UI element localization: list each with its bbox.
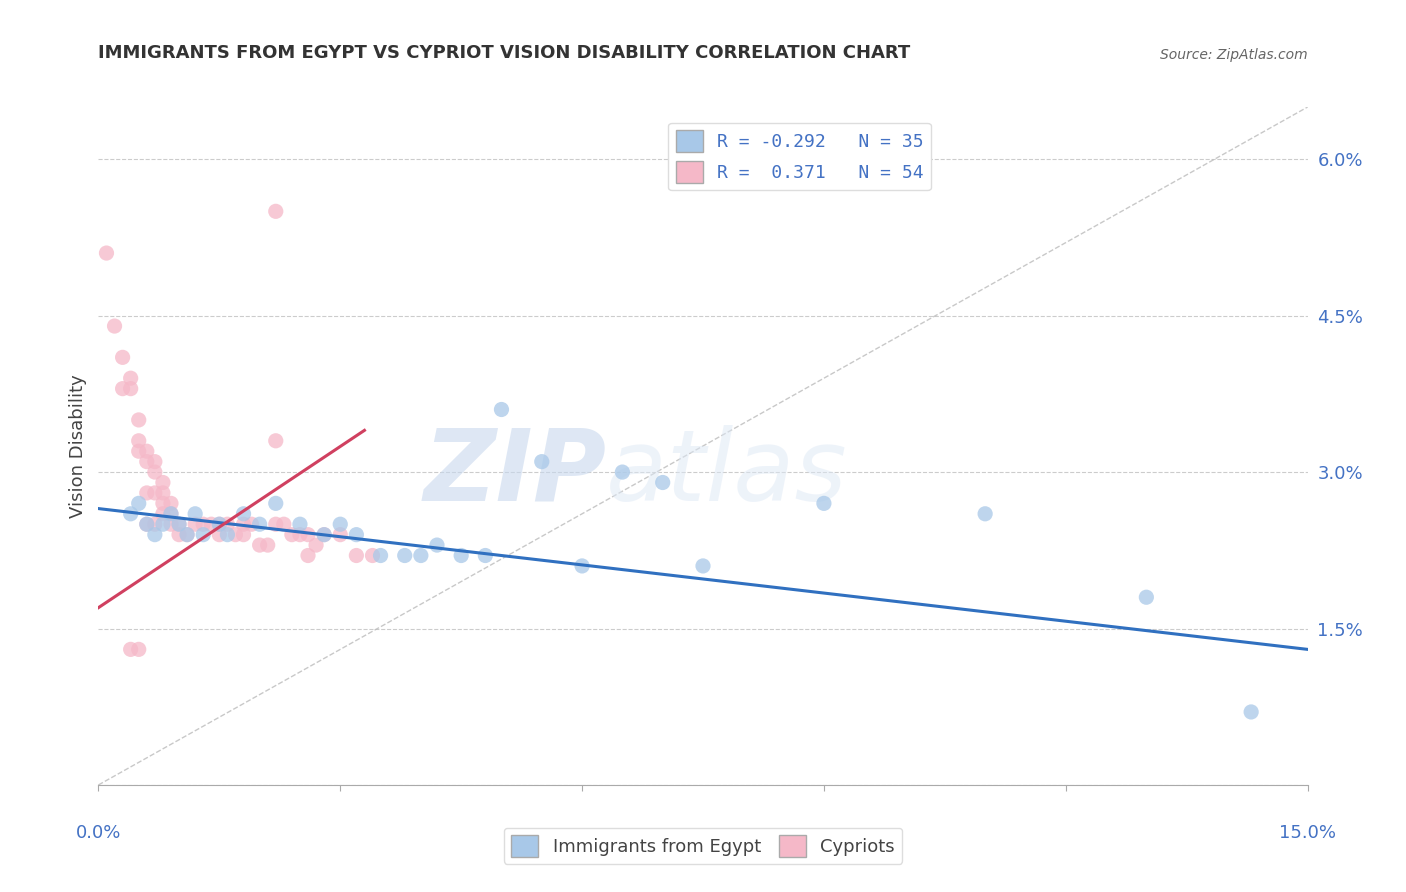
Point — [160, 517, 183, 532]
Point — [240, 517, 263, 532]
Point — [128, 434, 150, 448]
Point — [160, 496, 183, 510]
Text: IMMIGRANTS FROM EGYPT VS CYPRIOT VISION DISABILITY CORRELATION CHART: IMMIGRANTS FROM EGYPT VS CYPRIOT VISION … — [98, 45, 911, 62]
Point — [361, 549, 384, 563]
Point — [135, 486, 157, 500]
Point — [256, 538, 278, 552]
Text: atlas: atlas — [606, 425, 848, 522]
Point — [128, 444, 150, 458]
Point — [232, 517, 254, 532]
Point — [370, 549, 392, 563]
Point — [152, 496, 174, 510]
Point — [184, 517, 207, 532]
Point — [120, 371, 142, 385]
Point — [297, 549, 319, 563]
Point — [167, 527, 190, 541]
Point — [224, 527, 246, 541]
Point — [314, 527, 336, 541]
Point — [193, 527, 215, 541]
Point — [128, 642, 150, 657]
Point — [344, 549, 367, 563]
Point — [530, 455, 553, 469]
Point — [409, 549, 432, 563]
Point — [143, 486, 166, 500]
Legend: Immigrants from Egypt, Cypriots: Immigrants from Egypt, Cypriots — [503, 828, 903, 864]
Point — [217, 517, 239, 532]
Point — [264, 204, 287, 219]
Point — [103, 319, 125, 334]
Point — [200, 517, 222, 532]
Point — [167, 517, 190, 532]
Point — [143, 455, 166, 469]
Point — [167, 517, 190, 532]
Point — [344, 527, 367, 541]
Point — [135, 444, 157, 458]
Point — [314, 527, 336, 541]
Text: ZIP: ZIP — [423, 425, 606, 522]
Point — [217, 527, 239, 541]
Point — [305, 538, 328, 552]
Point — [111, 382, 134, 396]
Point — [329, 517, 352, 532]
Text: Source: ZipAtlas.com: Source: ZipAtlas.com — [1160, 48, 1308, 62]
Point — [176, 527, 198, 541]
Point — [152, 507, 174, 521]
Point — [193, 517, 215, 532]
Point — [264, 496, 287, 510]
Point — [208, 527, 231, 541]
Point — [329, 527, 352, 541]
Point — [232, 527, 254, 541]
Point — [135, 455, 157, 469]
Point — [249, 538, 271, 552]
Point — [120, 507, 142, 521]
Point — [96, 246, 118, 260]
Point — [120, 382, 142, 396]
Point — [152, 486, 174, 500]
Point — [813, 496, 835, 510]
Point — [264, 434, 287, 448]
Point — [394, 549, 416, 563]
Point — [152, 517, 174, 532]
Point — [281, 527, 304, 541]
Y-axis label: Vision Disability: Vision Disability — [69, 374, 87, 518]
Point — [273, 517, 295, 532]
Point — [135, 517, 157, 532]
Point — [135, 517, 157, 532]
Point — [692, 558, 714, 573]
Point — [232, 507, 254, 521]
Point — [208, 517, 231, 532]
Point — [1135, 591, 1157, 605]
Point — [208, 517, 231, 532]
Point — [143, 527, 166, 541]
Point — [974, 507, 997, 521]
Point — [474, 549, 496, 563]
Point — [491, 402, 513, 417]
Point — [571, 558, 593, 573]
Point — [450, 549, 472, 563]
Point — [111, 351, 134, 365]
Point — [176, 527, 198, 541]
Point — [249, 517, 271, 532]
Point — [426, 538, 449, 552]
Point — [297, 527, 319, 541]
Point — [152, 475, 174, 490]
Point — [612, 465, 634, 479]
Point — [1240, 705, 1263, 719]
Point — [651, 475, 673, 490]
Text: 15.0%: 15.0% — [1279, 824, 1336, 842]
Point — [288, 517, 311, 532]
Point — [143, 465, 166, 479]
Point — [288, 527, 311, 541]
Point — [184, 507, 207, 521]
Point — [120, 642, 142, 657]
Point — [143, 517, 166, 532]
Point — [160, 507, 183, 521]
Point — [264, 517, 287, 532]
Text: 0.0%: 0.0% — [76, 824, 121, 842]
Point — [160, 507, 183, 521]
Point — [128, 496, 150, 510]
Point — [128, 413, 150, 427]
